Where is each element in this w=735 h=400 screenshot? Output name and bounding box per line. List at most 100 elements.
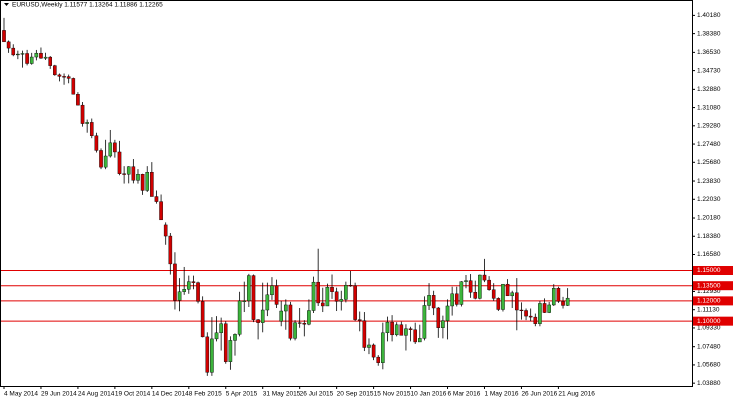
- candle-body: [150, 172, 154, 197]
- candle-body: [505, 283, 510, 297]
- x-tick-label: 20 Sep 2015: [337, 391, 374, 398]
- candle-body: [85, 122, 89, 124]
- candle-body: [339, 299, 344, 302]
- candle-body: [154, 196, 159, 202]
- candle-body: [219, 323, 223, 334]
- candle-body: [316, 281, 320, 304]
- candle-body: [136, 174, 140, 181]
- candle-body: [11, 47, 16, 56]
- candle-body: [325, 287, 330, 307]
- candle-body: [103, 155, 108, 168]
- candle-body: [468, 280, 473, 293]
- candle-body: [182, 289, 186, 292]
- x-tick-label: 24 Aug 2014: [78, 391, 115, 398]
- candle-body: [371, 344, 376, 358]
- candle-body: [528, 315, 533, 318]
- candle-body: [376, 356, 381, 363]
- candle-body: [362, 320, 367, 348]
- candle-body: [2, 30, 6, 43]
- y-tick-label: 1.34730: [697, 67, 721, 74]
- candle-body: [196, 282, 200, 302]
- x-tick-label: 5 Apr 2015: [226, 391, 258, 398]
- candle-body: [233, 334, 237, 341]
- y-tick-label: 1.31080: [697, 104, 721, 111]
- candle-body: [436, 307, 441, 328]
- y-tick-label: 1.20180: [697, 215, 721, 222]
- candle-body: [242, 300, 247, 302]
- candle-body: [353, 285, 357, 320]
- candle-body: [256, 319, 260, 323]
- candle-body: [140, 174, 145, 191]
- y-tick-label: 1.11130: [697, 306, 720, 313]
- candle-body: [99, 150, 103, 168]
- candle-body: [159, 201, 163, 221]
- candle-body: [288, 304, 293, 339]
- candle-body: [122, 173, 126, 175]
- candle-body: [311, 281, 316, 311]
- candle-body: [29, 56, 34, 64]
- candle-body: [320, 302, 325, 307]
- price-label-box: [693, 266, 733, 275]
- candle-body: [459, 281, 464, 305]
- candle-body: [53, 65, 57, 76]
- candle-body: [538, 303, 542, 324]
- candle-body: [394, 324, 399, 336]
- candle-body: [173, 263, 177, 301]
- candle-body: [270, 285, 274, 296]
- candle-body: [496, 298, 501, 310]
- y-tick-label: 1.18380: [697, 233, 721, 240]
- candle-body: [48, 56, 52, 66]
- candle-body: [265, 294, 270, 311]
- candle-body: [284, 304, 288, 312]
- price-label-box: [693, 281, 733, 291]
- candle-body: [94, 135, 99, 151]
- y-tick-label: 1.40180: [697, 12, 721, 19]
- candle-body: [274, 285, 279, 305]
- candle-body: [80, 104, 85, 124]
- candle-body: [168, 235, 173, 265]
- candle-body: [565, 297, 570, 306]
- candle-body: [381, 332, 385, 363]
- y-tick-label: 1.07480: [697, 343, 721, 350]
- x-tick-label: 29 Jun 2014: [41, 391, 77, 398]
- candle-body: [228, 340, 233, 362]
- y-tick-label: 1.38380: [697, 30, 721, 37]
- candle-body: [385, 321, 390, 334]
- candle-body: [524, 310, 528, 317]
- candle-body: [464, 280, 468, 282]
- candle-body: [76, 94, 80, 106]
- candle-body: [25, 53, 29, 64]
- x-tick-label: 10 Jan 2016: [411, 391, 447, 398]
- candle-body: [302, 322, 307, 325]
- candle-body: [445, 305, 450, 321]
- candle-body: [71, 78, 76, 95]
- x-tick-label: 26 Jun 2016: [521, 391, 557, 398]
- x-tick-label: 15 Nov 2015: [374, 391, 411, 398]
- candle-body: [431, 295, 436, 309]
- candle-body: [399, 324, 404, 336]
- candle-body: [357, 319, 362, 321]
- y-tick-label: 1.32880: [697, 86, 721, 93]
- candle-body: [145, 172, 150, 191]
- x-tick-label: 1 May 2016: [484, 391, 518, 398]
- candle-body: [247, 275, 251, 302]
- candle-body: [237, 300, 242, 335]
- y-tick-label: 1.23830: [697, 178, 721, 185]
- candle-body: [482, 274, 487, 281]
- candle-body: [487, 279, 491, 290]
- candle-body: [542, 303, 547, 313]
- candle-body: [422, 305, 427, 339]
- candle-body: [413, 329, 417, 343]
- x-tick-label: 26 Jul 2015: [300, 391, 334, 398]
- x-tick-label: 6 Mar 2016: [448, 391, 481, 398]
- candle-body: [210, 338, 214, 373]
- chart-title: EURUSD,Weekly 1.11577 1.13264 1.11886 1.…: [12, 2, 163, 9]
- candle-body: [515, 292, 519, 311]
- menu-icon[interactable]: [4, 3, 9, 6]
- plot-frame: [0, 0, 693, 387]
- x-tick-label: 21 Aug 2016: [558, 391, 595, 398]
- y-tick-label: 1.22030: [697, 196, 721, 203]
- candle-body: [57, 74, 62, 77]
- x-tick-label: 14 Dec 2014: [152, 391, 189, 398]
